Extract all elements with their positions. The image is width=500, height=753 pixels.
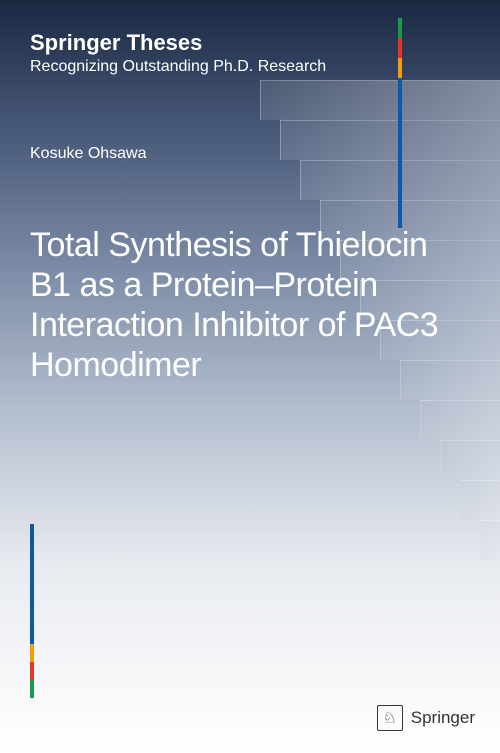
publisher-name: Springer (411, 708, 475, 728)
series-subtitle: Recognizing Outstanding Ph.D. Research (30, 58, 326, 76)
book-cover: Springer Theses Recognizing Outstanding … (0, 0, 500, 753)
accent-bar-top (398, 18, 402, 228)
title-block: Total Synthesis of Thielocin B1 as a Pro… (30, 225, 440, 385)
publisher-block: ♘ Springer (377, 705, 475, 731)
accent-bar-segment (398, 78, 402, 228)
accent-bar-segment (398, 38, 402, 58)
accent-bar-segment (398, 58, 402, 78)
accent-bar-segment (398, 18, 402, 38)
series-block: Springer Theses Recognizing Outstanding … (30, 30, 326, 76)
publisher-logo-glyph: ♘ (383, 708, 397, 728)
accent-bar-bottom (30, 524, 34, 698)
accent-bar-segment (30, 644, 34, 662)
accent-bar-segment (30, 680, 34, 698)
main-title: Total Synthesis of Thielocin B1 as a Pro… (30, 225, 440, 385)
accent-bar-segment (30, 524, 34, 644)
publisher-logo-icon: ♘ (377, 705, 403, 731)
author-name: Kosuke Ohsawa (30, 145, 147, 163)
series-title: Springer Theses (30, 30, 326, 56)
accent-bar-segment (30, 662, 34, 680)
